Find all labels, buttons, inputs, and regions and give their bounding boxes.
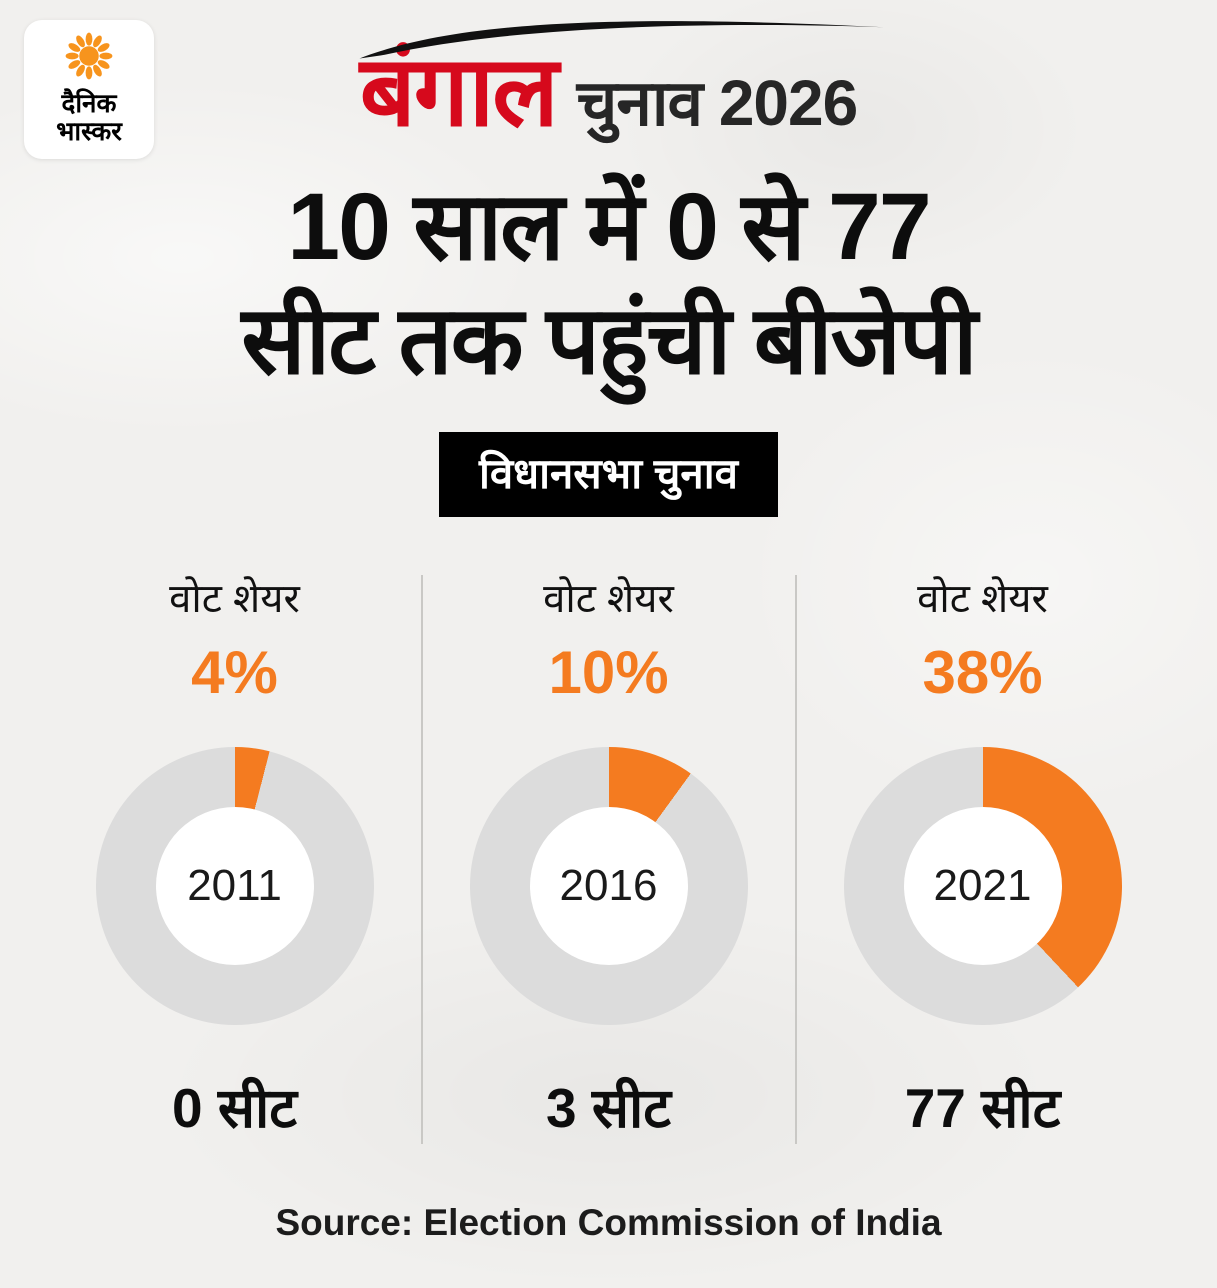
vote-share-label: वोट शेयर [169, 577, 300, 621]
donut-hole: 2016 [529, 807, 688, 965]
donut-year-label: 2011 [187, 861, 282, 910]
logo-text-line2: भास्कर [56, 116, 122, 147]
vote-share-value: 4% [191, 639, 278, 706]
infographic-page: दैनिक भास्कर बंगाल चुनाव 2026 10 साल में… [0, 0, 1217, 1243]
seats-label: 0 सीट [171, 1077, 297, 1139]
donut-year-label: 2021 [933, 861, 1032, 910]
donut-hole: 2011 [155, 807, 314, 965]
donut-year-label: 2016 [559, 861, 658, 910]
donut-chart-row: वोट शेयर 4% 2011 0 सीट वोट शेयर 10% 2016… [0, 569, 1217, 1144]
donut-chart-2016: 2016 [469, 747, 748, 1025]
column-divider [794, 575, 797, 1144]
section-badge: विधानसभा चुनाव [439, 432, 778, 517]
seats-label: 3 सीट [545, 1077, 671, 1139]
column-divider [420, 575, 423, 1144]
donut-column-2021: वोट शेयर 38% 2021 77 सीट [797, 569, 1169, 1144]
brush-swoosh-icon [359, 21, 884, 59]
page-title: 10 साल में 0 से 77 सीट तक पहुंची बीजेपी [0, 170, 1217, 398]
donut-column-2016: वोट शेयर 10% 2016 3 सीट [423, 569, 795, 1144]
page-title-line2: सीट तक पहुंची बीजेपी [241, 288, 977, 394]
vote-share-value: 38% [922, 639, 1043, 706]
dainik-bhaskar-logo: दैनिक भास्कर [24, 20, 154, 160]
logo-text: दैनिक भास्कर [30, 89, 148, 145]
page-title-line1: 10 साल में 0 से 77 [287, 174, 931, 280]
source-credit: Source: Election Commission of India [275, 1202, 942, 1243]
vote-share-label: वोट शेयर [917, 577, 1048, 621]
vote-share-value: 10% [548, 639, 669, 706]
donut-hole: 2021 [903, 807, 1062, 965]
logo-text-line1: दैनिक [61, 88, 117, 118]
sun-icon [63, 30, 115, 82]
donut-column-2011: वोट शेयर 4% 2011 0 सीट [49, 569, 421, 1144]
masthead-bengal: बंगाल [359, 36, 559, 146]
masthead: बंगाल चुनाव 2026 [0, 0, 1217, 144]
donut-chart-2011: 2011 [95, 747, 374, 1025]
donut-chart-2021: 2021 [843, 747, 1122, 1025]
masthead-chunav-2026: चुनाव 2026 [576, 67, 858, 139]
seats-label: 77 सीट [904, 1077, 1061, 1139]
vote-share-label: वोट शेयर [543, 577, 674, 621]
